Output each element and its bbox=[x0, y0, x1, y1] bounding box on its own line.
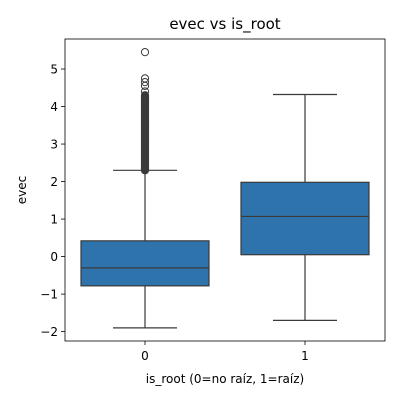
box-group-0 bbox=[80, 48, 210, 329]
outlier-point bbox=[140, 74, 150, 83]
y-tick-label: −2 bbox=[40, 325, 58, 339]
outlier-point bbox=[140, 48, 150, 57]
y-tick-label: 0 bbox=[50, 250, 58, 264]
iqr-box bbox=[240, 181, 370, 256]
chart-title: evec vs is_root bbox=[169, 15, 280, 34]
outlier-point bbox=[140, 78, 150, 87]
x-tick-label: 1 bbox=[301, 349, 309, 363]
y-tick-label: 1 bbox=[50, 213, 58, 227]
box-group-1 bbox=[240, 93, 370, 321]
y-axis-label: evec bbox=[15, 176, 29, 204]
boxes-layer bbox=[80, 48, 370, 329]
y-tick-label: 2 bbox=[50, 175, 58, 189]
y-tick-label: −1 bbox=[40, 288, 58, 302]
iqr-box bbox=[80, 240, 210, 287]
y-tick-label: 4 bbox=[50, 100, 58, 114]
x-tick-label: 0 bbox=[141, 349, 149, 363]
x-axis-label: is_root (0=no raíz, 1=raíz) bbox=[146, 372, 304, 386]
plot-area bbox=[64, 38, 386, 342]
y-tick-label: 5 bbox=[50, 63, 58, 77]
y-axis: −2 −1 0 1 2 3 4 5 bbox=[40, 63, 65, 339]
outlier-point bbox=[140, 91, 150, 100]
y-tick-label: 3 bbox=[50, 138, 58, 152]
outlier-point bbox=[140, 87, 150, 96]
